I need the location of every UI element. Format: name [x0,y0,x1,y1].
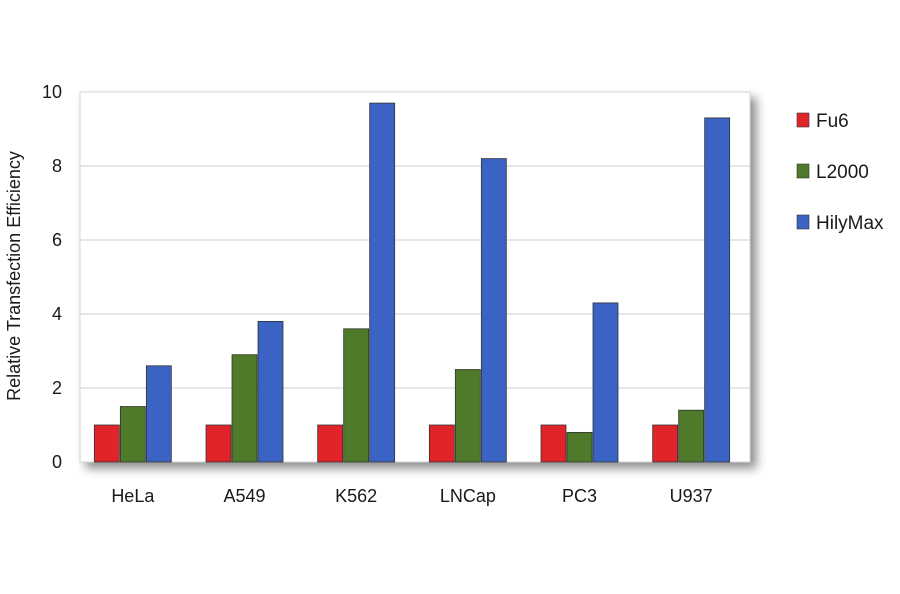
x-tick-label: U937 [670,486,713,506]
bar-l2000-a549 [231,354,258,463]
x-tick-labels: HeLa A549 K562 LNCap PC3 U937 [111,486,712,506]
bar-l2000-pc3 [566,431,593,463]
bar-fu6-lncap [428,424,455,463]
bar-l2000-hela [119,406,146,463]
bar-hilymax-lncap [480,158,507,463]
bar-fu6-u937 [652,424,679,463]
bar-hilymax-a549 [257,320,284,463]
x-tick-label: PC3 [562,486,597,506]
x-tick-label: LNCap [440,486,496,506]
bar-hilymax-k562 [369,102,396,463]
bar-hilymax-u937 [704,117,731,463]
y-tick-label: 10 [42,82,62,102]
x-tick-label: K562 [335,486,377,506]
gridlines [80,165,750,389]
y-tick-labels: 0 2 4 6 8 10 [42,82,62,472]
y-tick-label: 2 [52,378,62,398]
legend-label: Fu6 [816,111,849,132]
bar-fu6-hela [93,424,120,463]
x-tick-label: HeLa [111,486,155,506]
y-axis-title: Relative Transfection Efficiency [4,151,24,401]
x-tick-label: A549 [223,486,265,506]
legend-swatch-l2000 [796,163,810,179]
legend-label: L2000 [816,162,869,183]
legend-label: HilyMax [816,213,884,234]
bar-l2000-lncap [454,369,481,463]
bar-fu6-a549 [205,424,232,463]
y-tick-label: 4 [52,304,62,324]
y-tick-label: 8 [52,156,62,176]
bars-group [93,102,731,463]
y-tick-label: 6 [52,230,62,250]
plot-area [79,91,751,463]
legend-swatch-fu6 [796,112,810,128]
legend: Fu6 L2000 HilyMax [796,111,884,234]
bar-fu6-k562 [317,424,344,463]
bar-l2000-k562 [343,328,370,463]
y-tick-label: 0 [52,452,62,472]
bar-hilymax-pc3 [592,302,619,463]
legend-swatch-hilymax [796,214,810,230]
bar-fu6-pc3 [540,424,567,463]
bar-hilymax-hela [145,365,172,463]
bar-l2000-u937 [678,409,705,463]
